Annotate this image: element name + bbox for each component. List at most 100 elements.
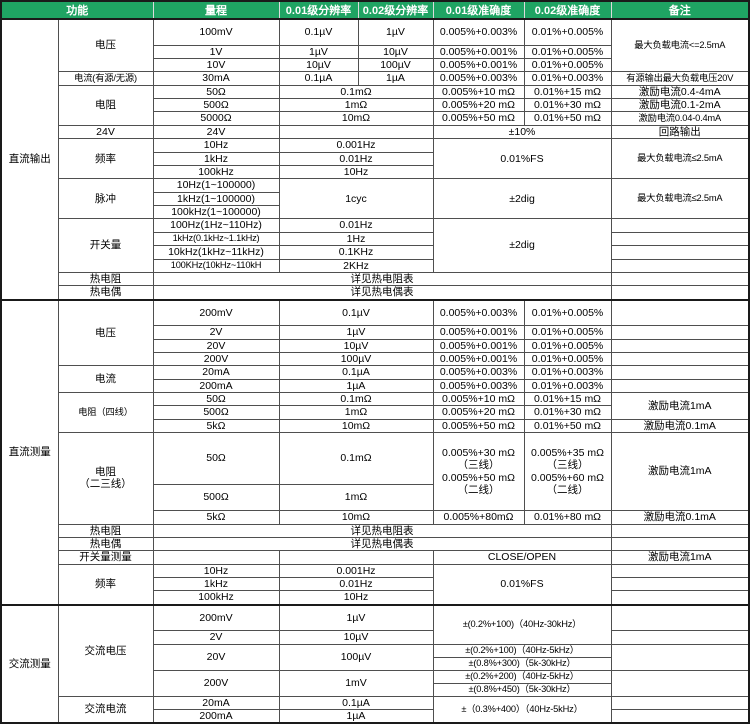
spec-table-header: 功能 量程 0.01级分辨率 0.02级分辨率 0.01级准确度 0.02级准确度 备注 [0, 1, 750, 20]
cell: 0.01%+30 mΩ [523, 97, 612, 113]
cell: 10µV [278, 338, 434, 353]
cell: 0.01%+0.005% [523, 351, 612, 367]
cell: 1µV [278, 325, 434, 340]
cell: ±(0.8%+300)（5k-30kHz） [432, 656, 612, 671]
cell: 24V [152, 124, 280, 140]
cell: 1kHz [152, 151, 280, 166]
cell: 100KHz(10kHz~110kH [152, 258, 280, 273]
cell [278, 124, 434, 140]
note-cell: 激励电流0.04-0.4mA [610, 111, 750, 126]
note-cell [610, 351, 750, 367]
cell: ±10% [432, 124, 612, 140]
cell: 10mΩ [278, 111, 434, 126]
note-cell: 激励电流1mA [610, 550, 750, 565]
cell: 100kHz [152, 164, 280, 180]
cell: 0.01%+0.005% [523, 18, 612, 46]
note-cell [610, 695, 750, 711]
function-cell: 交流电压 [57, 603, 154, 697]
cell: 50Ω [152, 432, 280, 486]
cell: 详见热电阻表 [152, 271, 612, 287]
note-cell [610, 630, 750, 645]
section-label-dc-output: 直流输出 [0, 18, 59, 301]
column-header: 0.01级分辨率 [278, 1, 359, 20]
cell: 0.005%+50 mΩ [432, 111, 525, 126]
note-cell [610, 563, 750, 579]
cell: 10Hz [278, 590, 434, 606]
cell: 20mA [152, 695, 280, 711]
cell [152, 550, 280, 565]
cell: 0.005%+0.003% [432, 298, 525, 327]
cell: 10Hz [152, 563, 280, 579]
column-header: 0.02级准确度 [523, 1, 612, 20]
function-cell: 热电偶 [57, 536, 154, 552]
cell: 10µV [278, 57, 359, 73]
function-cell: 电阻（四线） [57, 391, 154, 434]
cell: 10Hz [152, 138, 280, 153]
cell [278, 550, 434, 565]
cell: 0.005%+30 mΩ （三线） 0.005%+50 mΩ （二线） [432, 432, 525, 512]
cell: 10µV [278, 630, 434, 645]
cell: 0.005%+20 mΩ [432, 405, 525, 420]
section-label-ac-measure: 交流测量 [0, 603, 59, 724]
cell: 30mA [152, 71, 280, 86]
cell: 100µV [357, 57, 434, 73]
cell: 1kHz [152, 576, 280, 592]
note-cell [610, 271, 750, 287]
cell: 详见热电偶表 [152, 285, 612, 301]
cell: 1µV [278, 44, 359, 59]
cell: 10Hz(1~100000) [152, 178, 280, 193]
cell: 0.01%+0.003% [523, 71, 612, 86]
cell: 10V [152, 57, 280, 73]
function-cell: 开关量 [57, 218, 154, 273]
cell: 详见热电阻表 [152, 523, 612, 538]
cell: 0.01%+0.005% [523, 57, 612, 73]
note-cell [610, 643, 750, 671]
cell: 0.01%+0.003% [523, 365, 612, 380]
cell: 1V [152, 44, 280, 59]
cell: 0.005%+10 mΩ [432, 391, 525, 407]
cell: 1mV [278, 669, 434, 697]
note-cell: 激励电流0.4-4mA [610, 84, 750, 100]
cell: 2V [152, 630, 280, 645]
note-cell [610, 603, 750, 632]
cell: 0.01%FS [432, 138, 612, 180]
note-cell [610, 365, 750, 380]
cell: 0.001Hz [278, 138, 434, 153]
function-cell: 交流电流 [57, 695, 154, 724]
cell: ±(0.8%+450)（5k-30kHz） [432, 682, 612, 697]
cell: 0.01%+80 mΩ [523, 510, 612, 525]
cell: 100Hz(1Hz~110Hz) [152, 218, 280, 233]
cell: 5kΩ [152, 418, 280, 434]
cell: 5kΩ [152, 510, 280, 525]
note-cell: 激励电流0.1mA [610, 510, 750, 525]
cell: 0.01%+0.005% [523, 325, 612, 340]
cell: 20V [152, 643, 280, 671]
cell: 100kHz(1~100000) [152, 204, 280, 220]
cell: 0.01%FS [432, 563, 612, 606]
cell: 0.005%+0.001% [432, 57, 525, 73]
note-cell: 激励电流1mA [610, 432, 750, 512]
cell: 0.1mΩ [278, 432, 434, 486]
spec-table-body: 直流输出 电压 100mV 0.1µV 1µV 0.005%+0.003% 0.01%+0.… [0, 18, 750, 724]
cell: 0.01%+30 mΩ [523, 405, 612, 420]
note-cell [610, 536, 750, 552]
cell: 1µA [278, 378, 434, 394]
note-cell: 回路输出 [610, 124, 750, 140]
note-cell: 最大负载电流≤2.5mA [610, 138, 750, 180]
note-cell [610, 378, 750, 394]
function-cell: 24V [57, 124, 154, 140]
cell: 20V [152, 338, 280, 353]
cell: 10mΩ [278, 510, 434, 525]
cell: 0.1µV [278, 18, 359, 46]
cell: CLOSE/OPEN [432, 550, 612, 565]
cell: 10Hz [278, 164, 434, 180]
note-cell [610, 590, 750, 606]
column-header: 0.01级准确度 [432, 1, 525, 20]
cell: 500Ω [152, 97, 280, 113]
function-cell: 频率 [57, 563, 154, 606]
cell: 0.005%+0.001% [432, 44, 525, 59]
cell: 0.1KHz [278, 245, 434, 260]
cell: 1cyc [278, 178, 434, 220]
cell: 200mV [152, 298, 280, 327]
section-label-dc-measure: 直流测量 [0, 298, 59, 606]
